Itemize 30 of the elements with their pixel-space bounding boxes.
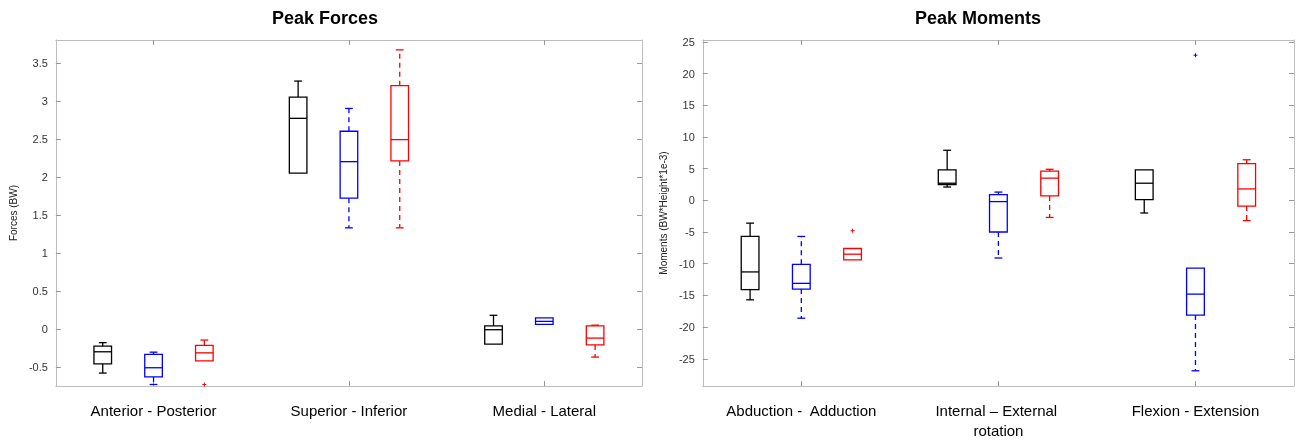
x-tick-label: Abduction - Adduction: [726, 401, 877, 419]
y-tick-label: -20: [678, 321, 695, 334]
y-tick-label: 10: [682, 130, 695, 143]
y-tick-label: -25: [678, 352, 695, 365]
y-tick-label: 2.5: [32, 132, 48, 145]
y-tick-label: -0.5: [28, 360, 48, 373]
y-axis-title: Forces (BW): [7, 184, 19, 242]
y-tick-label: 3.5: [32, 56, 48, 69]
y-tick-label: -10: [678, 257, 695, 270]
y-tick-label: 2: [41, 170, 48, 183]
x-tick-label: Internal – External rotation: [935, 401, 1062, 439]
y-tick-label: 3: [41, 94, 48, 107]
y-tick-label: 1: [41, 246, 48, 259]
y-tick-label: 0: [41, 322, 48, 335]
y-tick-label: 20: [682, 67, 695, 80]
y-tick-label: -5: [685, 226, 695, 239]
y-axis-title: Moments (BW*Height*1e-3): [657, 151, 669, 275]
y-tick-label: 0.5: [32, 284, 48, 297]
x-tick-label: Superior - Inferior: [290, 401, 408, 419]
y-tick-label: 1.5: [32, 208, 48, 221]
y-tick-label: 0: [688, 194, 695, 207]
chart-title: Peak Moments: [914, 8, 1042, 28]
x-tick-label: Medial - Lateral: [492, 401, 596, 419]
y-tick-label: 25: [682, 35, 695, 48]
chart-title: Peak Forces: [271, 8, 379, 28]
x-tick-label: Flexion - Extension: [1131, 401, 1260, 419]
y-tick-label: 15: [682, 99, 695, 112]
x-tick-label: Anterior - Posterior: [90, 401, 217, 419]
y-tick-label: -15: [678, 289, 695, 302]
y-tick-label: 5: [688, 162, 695, 175]
